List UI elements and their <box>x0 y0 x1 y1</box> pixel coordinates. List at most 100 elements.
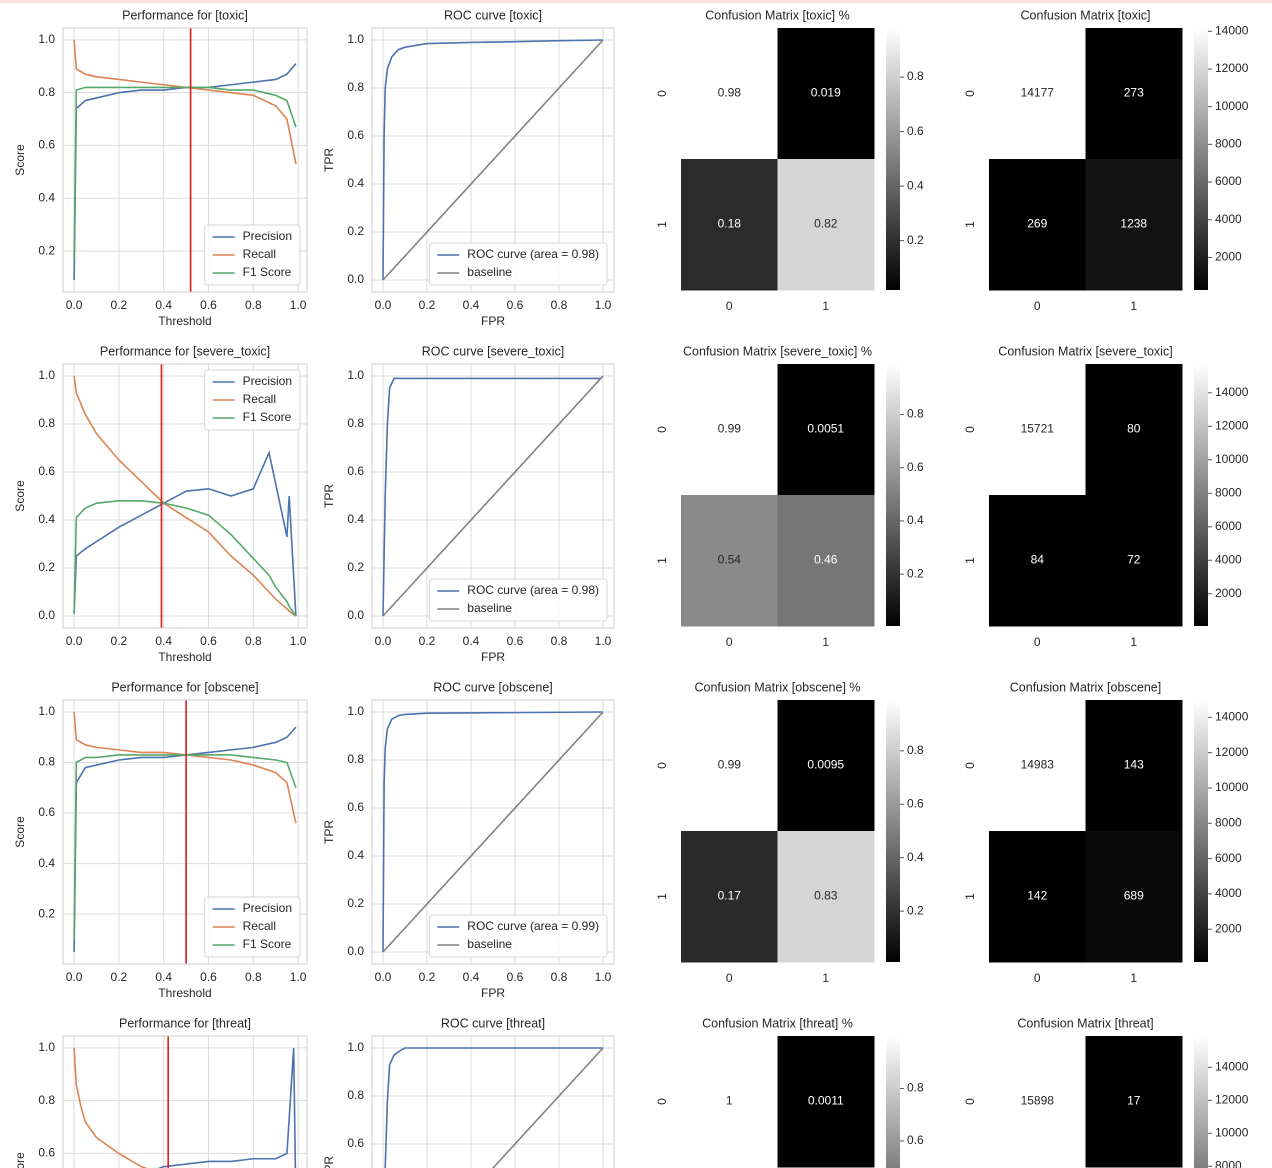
y-tick-label: 0.8 <box>38 755 55 769</box>
legend-label: F1 Score <box>243 265 292 279</box>
colorbar-tick-label: 8000 <box>1215 485 1242 499</box>
legend-box <box>204 896 301 958</box>
y-tick-label: 1.0 <box>38 1040 55 1054</box>
colorbar <box>1194 700 1208 962</box>
colorbar-tick-label: 14000 <box>1215 385 1249 399</box>
series-line <box>382 375 604 617</box>
series-line <box>73 711 297 824</box>
x-tick-label: 0.4 <box>463 298 480 312</box>
series-line <box>73 726 297 953</box>
colorbar <box>886 28 900 290</box>
axes-frame <box>371 27 615 293</box>
y-tick-label: 0.6 <box>347 800 364 814</box>
heatmap-cell <box>777 700 875 832</box>
series-line <box>384 1047 603 1168</box>
y-axis-label: TPR <box>322 484 336 508</box>
x-tick-label: 0.6 <box>507 634 524 648</box>
y-tick-label: 1 <box>655 221 669 228</box>
y-tick-label: 0.8 <box>347 80 364 94</box>
cell-label: 0.17 <box>718 889 742 903</box>
colorbar-tick-label: 10000 <box>1215 452 1249 466</box>
colorbar <box>886 364 900 626</box>
chart-title: Confusion Matrix [obscene] <box>1010 680 1161 694</box>
legend-box <box>428 242 608 286</box>
x-tick-label: 0.0 <box>66 970 83 984</box>
x-tick-label: 0.8 <box>245 298 262 312</box>
x-tick-label: 0.2 <box>111 298 128 312</box>
series-line <box>382 375 604 617</box>
colorbar-tick-label: 2000 <box>1215 586 1242 600</box>
cell-label: 273 <box>1124 86 1144 100</box>
colorbar-tick-label: 10000 <box>1215 99 1249 113</box>
series-line <box>382 711 604 953</box>
colorbar <box>886 700 900 962</box>
cell-label: 689 <box>1124 889 1144 903</box>
x-tick-label: 1 <box>1130 971 1137 985</box>
legend-label: ROC curve (area = 0.98) <box>467 583 599 597</box>
legend-label: ROC curve (area = 0.99) <box>467 919 599 933</box>
legend: ROC curve (area = 0.98) baseline <box>428 242 608 286</box>
chart-title: Performance for [obscene] <box>111 680 258 694</box>
y-tick-label: 1.0 <box>347 368 364 382</box>
axes-frame <box>371 1035 615 1168</box>
legend: ROC curve (area = 0.99) baseline <box>428 914 608 958</box>
x-axis-label: FPR <box>481 986 505 1000</box>
colorbar-tick-label: 0.8 <box>907 407 924 421</box>
series-line <box>73 39 297 165</box>
x-tick-label: 1.0 <box>595 970 612 984</box>
colorbar-tick-label: 0.6 <box>907 460 924 474</box>
heatmap-cell <box>1085 700 1183 832</box>
legend-label: ROC curve (area = 0.98) <box>467 247 599 261</box>
heatmap-cell <box>777 159 875 291</box>
colorbar-tick-label: 8000 <box>1215 137 1242 151</box>
y-tick-label: 0.2 <box>347 224 364 238</box>
x-tick-label: 0.8 <box>245 634 262 648</box>
series-line <box>73 1047 148 1168</box>
y-tick-label: 0.8 <box>347 416 364 430</box>
chart-title: ROC curve [obscene] <box>433 680 553 694</box>
x-axis-label: FPR <box>481 650 505 664</box>
plot-area <box>63 1036 307 1168</box>
cell-label: 0.0011 <box>808 1094 844 1108</box>
chart-title: Confusion Matrix [toxic] % <box>705 8 850 22</box>
cell-label: 0.98 <box>718 86 742 100</box>
colorbar-tick-label: 2000 <box>1215 250 1242 264</box>
colorbar-tick-label: 4000 <box>1215 886 1242 900</box>
y-tick-label: 0.4 <box>347 512 364 526</box>
cell-label: 0.83 <box>814 889 838 903</box>
series-line <box>491 1047 604 1168</box>
x-tick-label: 0.0 <box>375 298 392 312</box>
y-tick-label: 0.2 <box>38 560 55 574</box>
heatmap-cell <box>1085 1036 1183 1168</box>
series-line <box>73 375 297 617</box>
x-tick-label: 0.2 <box>111 634 128 648</box>
y-axis-label: Score <box>13 816 27 848</box>
colorbar-tick-label: 12000 <box>1215 61 1249 75</box>
heatmap-cell <box>681 495 778 627</box>
heatmap-cell <box>1085 364 1183 496</box>
x-axis-label: Threshold <box>158 650 211 664</box>
cell-label: 1 <box>726 1094 733 1108</box>
y-tick-label: 0.4 <box>38 190 55 204</box>
heatmap-cell <box>777 1036 875 1168</box>
colorbar-tick-label: 6000 <box>1215 519 1242 533</box>
chart-title: Performance for [threat] <box>119 1016 251 1030</box>
x-tick-label: 1.0 <box>290 634 307 648</box>
y-tick-label: 1 <box>963 557 977 564</box>
heatmap-cell <box>681 159 778 291</box>
heatmap-cell <box>989 700 1086 832</box>
heatmap-cell <box>777 831 875 963</box>
axes-frame <box>371 699 615 965</box>
y-tick-label: 0 <box>963 90 977 97</box>
y-axis-label: TPR <box>322 820 336 844</box>
cell-label: 0.99 <box>718 758 742 772</box>
colorbar-tick-label: 0.4 <box>907 513 924 527</box>
x-tick-label: 1 <box>822 635 829 649</box>
y-tick-label: 1.0 <box>38 32 55 46</box>
legend-label: baseline <box>467 601 512 615</box>
output-header-strip <box>0 0 1272 3</box>
legend-label: baseline <box>467 937 512 951</box>
x-tick-label: 0.8 <box>245 970 262 984</box>
legend-box <box>204 369 301 431</box>
legend-label: Precision <box>243 374 292 388</box>
